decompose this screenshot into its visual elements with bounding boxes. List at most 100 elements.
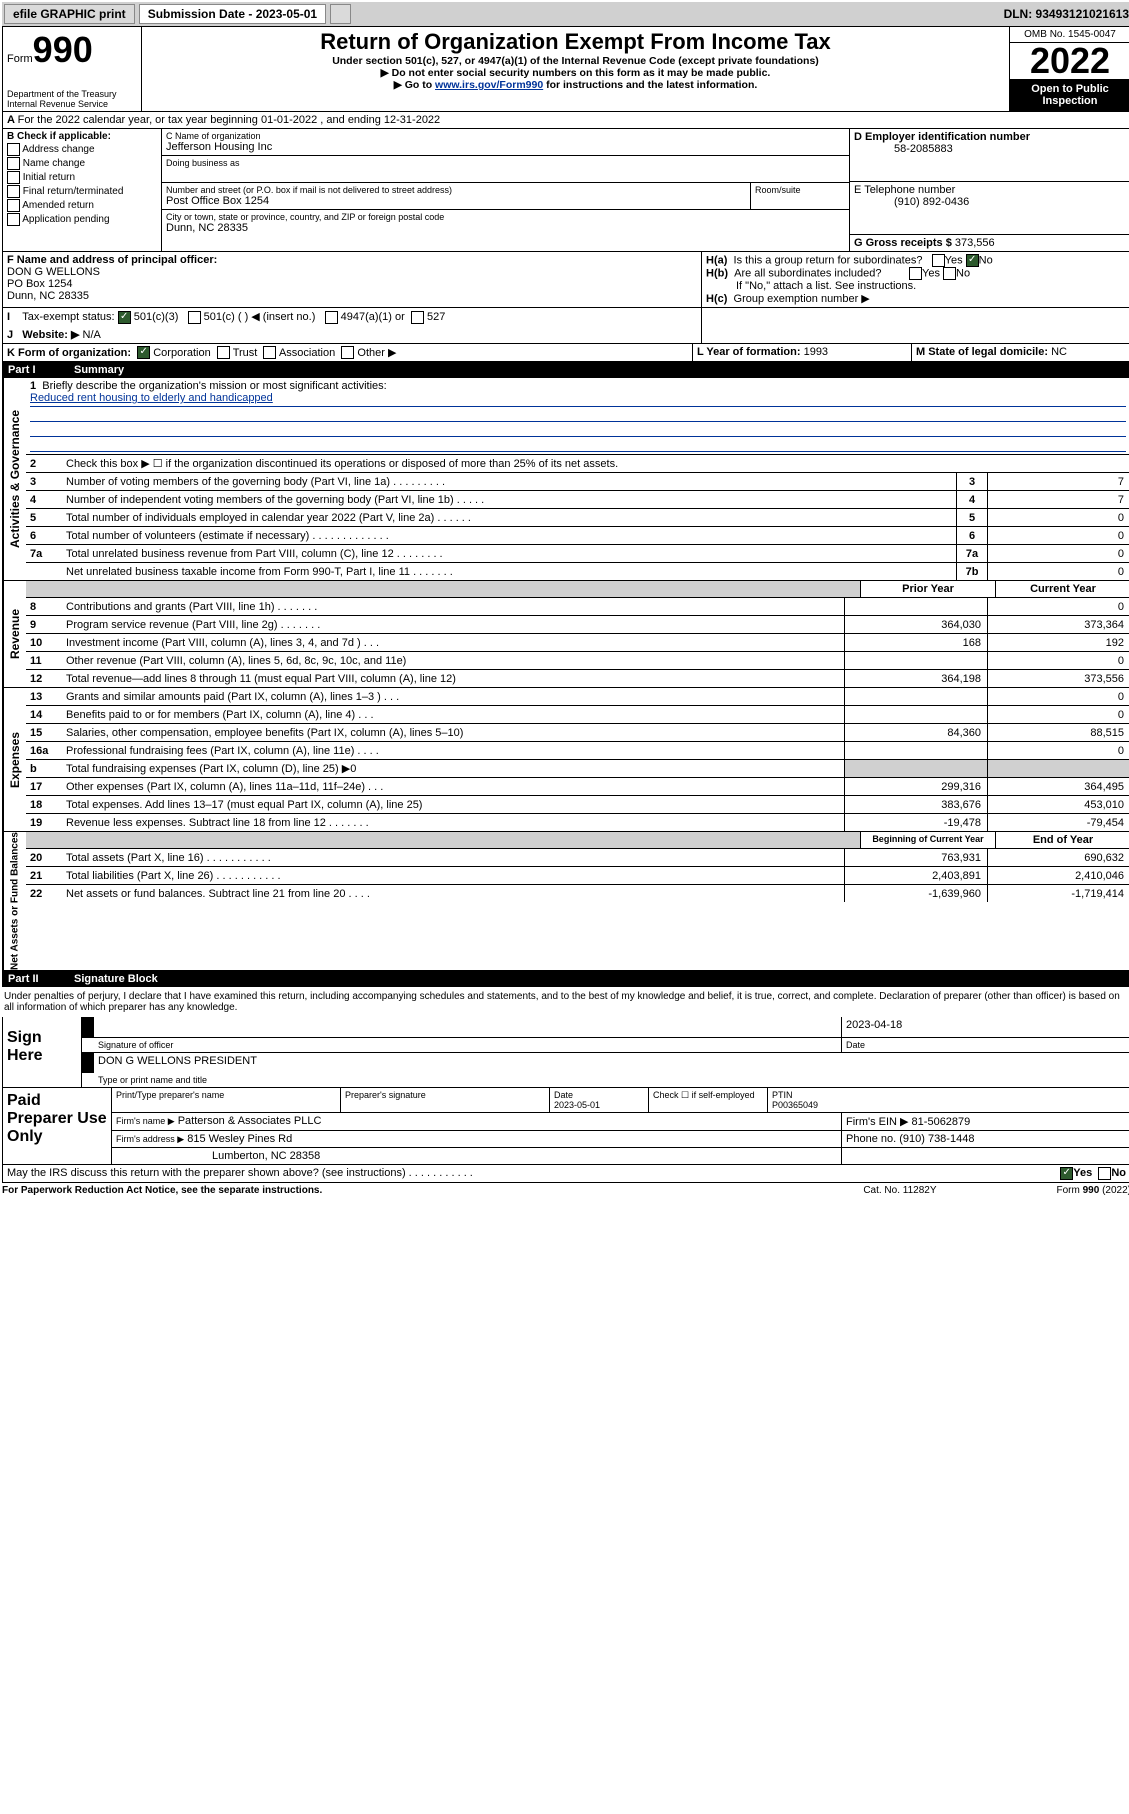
e-label: E Telephone number	[854, 184, 1126, 196]
part-ii-header: Part II Signature Block	[2, 971, 1129, 987]
summary-expenses: Expenses 13 Grants and similar amounts p…	[2, 688, 1129, 832]
officer-box: F Name and address of principal officer:…	[3, 252, 701, 307]
pp-ptin-box: PTINP00365049	[768, 1088, 1129, 1112]
check-527[interactable]	[411, 311, 424, 324]
pp-firm-ein: Firm's EIN ▶ 81-5062879	[842, 1113, 1129, 1130]
pp-signature-box[interactable]: Preparer's signature	[341, 1088, 550, 1112]
pp-date-box: Date2023-05-01	[550, 1088, 649, 1112]
prior-year-hdr: Prior Year	[860, 581, 995, 597]
summary-governance: Activities & Governance 1 Briefly descri…	[2, 378, 1129, 581]
summary-netassets: Net Assets or Fund Balances Beginning of…	[2, 832, 1129, 971]
check-501c[interactable]	[188, 311, 201, 324]
form-header: Form990 Department of the Treasury Inter…	[2, 26, 1129, 112]
header-title-block: Return of Organization Exempt From Incom…	[142, 27, 1009, 111]
line-2: 2 Check this box ▶ ☐ if the organization…	[26, 455, 1129, 473]
efile-graphic-button[interactable]: efile GRAPHIC print	[4, 4, 135, 24]
goto-suffix: for instructions and the latest informat…	[543, 79, 757, 91]
hb-yes[interactable]	[909, 267, 922, 280]
check-final-return[interactable]: Final return/terminated	[7, 185, 157, 198]
dba-label: Doing business as	[166, 158, 845, 168]
ha-yes[interactable]	[932, 254, 945, 267]
org-address: Post Office Box 1254	[166, 195, 746, 207]
sign-arrow-2	[82, 1053, 94, 1073]
discuss-no[interactable]	[1098, 1167, 1111, 1180]
line-20: 20 Total assets (Part X, line 16) . . . …	[26, 849, 1129, 867]
gross-value: 373,556	[955, 237, 995, 249]
phone-box: E Telephone number (910) 892-0436	[850, 182, 1129, 235]
check-initial-return[interactable]: Initial return	[7, 171, 157, 184]
sign-here-label: Sign Here	[3, 1017, 81, 1087]
line-b: b Total fundraising expenses (Part IX, c…	[26, 760, 1129, 778]
form-number: 990	[33, 29, 93, 70]
footer-right: Form 990 (2022)	[1057, 1185, 1129, 1196]
h-box: H(a) Is this a group return for subordin…	[701, 252, 1129, 307]
officer-name: DON G WELLONS PRESIDENT	[94, 1053, 1129, 1073]
sign-here-block: Sign Here 2023-04-18 Signature of office…	[2, 1017, 1129, 1088]
pp-firm-city: Lumberton, NC 28358	[112, 1148, 842, 1164]
city-box: City or town, state or province, country…	[162, 210, 849, 236]
sign-arrow-1	[82, 1017, 94, 1037]
pp-name-box: Print/Type preparer's name	[112, 1088, 341, 1112]
ha-text: Is this a group return for subordinates?	[734, 254, 923, 266]
l-year: L Year of formation: 1993	[692, 344, 911, 362]
phone-value: (910) 892-0436	[854, 196, 1126, 208]
check-4947[interactable]	[325, 311, 338, 324]
check-address-change[interactable]: Address change	[7, 143, 157, 156]
gov-line-5: 5 Total number of individuals employed i…	[26, 509, 1129, 527]
paid-preparer-label: Paid Preparer Use Only	[3, 1088, 111, 1164]
line-9: 9 Program service revenue (Part VIII, li…	[26, 616, 1129, 634]
signature-field[interactable]	[94, 1017, 842, 1037]
check-application-pending[interactable]: Application pending	[7, 213, 157, 226]
year-formation: 1993	[804, 346, 828, 358]
org-city: Dunn, NC 28335	[166, 222, 845, 234]
i-j-row: I Tax-exempt status: ✓ 501(c)(3) 501(c) …	[2, 308, 1129, 344]
line-17: 17 Other expenses (Part IX, column (A), …	[26, 778, 1129, 796]
address-box: Number and street (or P.O. box if mail i…	[162, 183, 750, 209]
line-1-num: 1	[30, 380, 36, 392]
pp-phone: Phone no. (910) 738-1448	[842, 1131, 1129, 1147]
part-i-title: Summary	[68, 364, 130, 376]
header-right: OMB No. 1545-0047 2022 Open to Public In…	[1009, 27, 1129, 111]
line-11: 11 Other revenue (Part VIII, column (A),…	[26, 652, 1129, 670]
hb-no[interactable]	[943, 267, 956, 280]
discuss-text: May the IRS discuss this return with the…	[7, 1167, 1060, 1180]
check-trust[interactable]	[217, 346, 230, 359]
room-label: Room/suite	[755, 185, 845, 195]
revenue-label: Revenue	[3, 581, 26, 687]
line-13: 13 Grants and similar amounts paid (Part…	[26, 688, 1129, 706]
blank-button[interactable]	[330, 4, 351, 24]
revenue-header: b Prior Year Current Year	[26, 581, 1129, 598]
hb-row: H(b) Are all subordinates included? Yes …	[706, 267, 1126, 280]
irs-link[interactable]: www.irs.gov/Form990	[435, 79, 543, 91]
check-501c3[interactable]: ✓	[118, 311, 131, 324]
summary-revenue: Revenue b Prior Year Current Year 8 Cont…	[2, 581, 1129, 688]
line-10: 10 Investment income (Part VIII, column …	[26, 634, 1129, 652]
ein-value: 58-2085883	[854, 143, 1126, 155]
check-corporation[interactable]: ✓	[137, 346, 150, 359]
line-1-text: Briefly describe the organization's miss…	[42, 380, 386, 392]
column-b-check: B Check if applicable: Address change Na…	[3, 129, 162, 251]
netassets-label: Net Assets or Fund Balances	[3, 832, 26, 970]
discuss-yes[interactable]: ✓	[1060, 1167, 1073, 1180]
gov-line-4: 4 Number of independent voting members o…	[26, 491, 1129, 509]
department-label: Department of the Treasury Internal Reve…	[7, 89, 137, 109]
check-other[interactable]	[341, 346, 354, 359]
check-association[interactable]	[263, 346, 276, 359]
tax-year: 2022	[1010, 43, 1129, 79]
signature-label: Signature of officer	[94, 1038, 842, 1052]
pp-selfemployed-box[interactable]: Check ☐ if self-employed	[649, 1088, 768, 1112]
footer-catno: Cat. No. 11282Y	[863, 1185, 936, 1196]
mission-box: 1 Briefly describe the organization's mi…	[26, 378, 1129, 455]
gov-line-3: 3 Number of voting members of the govern…	[26, 473, 1129, 491]
check-amended-return[interactable]: Amended return	[7, 199, 157, 212]
sign-date: 2023-04-18	[842, 1017, 1129, 1037]
discuss-row: May the IRS discuss this return with the…	[2, 1165, 1129, 1183]
check-name-change[interactable]: Name change	[7, 157, 157, 170]
footer: For Paperwork Reduction Act Notice, see …	[2, 1183, 1129, 1198]
pp-firm-name: Firm's name ▶ Patterson & Associates PLL…	[112, 1113, 842, 1130]
i-j-left: I Tax-exempt status: ✓ 501(c)(3) 501(c) …	[3, 308, 701, 343]
ha-no[interactable]: ✓	[966, 254, 979, 267]
line-2-text: Check this box ▶ ☐ if the organization d…	[62, 457, 1129, 470]
penalty-statement: Under penalties of perjury, I declare th…	[2, 987, 1129, 1017]
top-bar: efile GRAPHIC print Submission Date - 20…	[2, 2, 1129, 26]
